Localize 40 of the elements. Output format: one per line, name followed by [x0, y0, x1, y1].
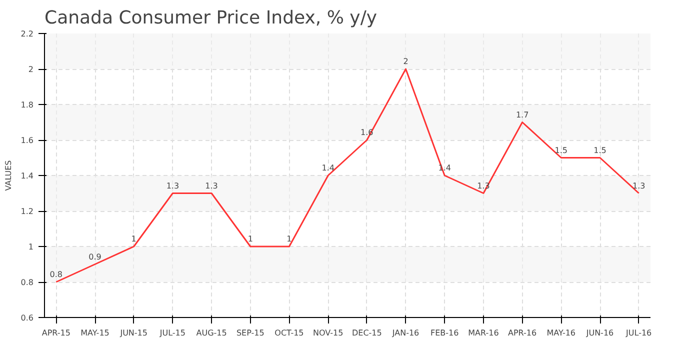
y-tick-label: 0.6: [20, 314, 34, 322]
x-tick-label: FEB-16: [430, 328, 459, 338]
data-label: 1.3: [166, 181, 180, 190]
data-label: 1.7: [516, 110, 529, 120]
x-tick-label: MAY-16: [546, 328, 576, 338]
y-tick-label: 0.8: [20, 278, 34, 287]
y-tick-label: 1.6: [20, 136, 34, 145]
data-label: 1: [248, 234, 253, 244]
x-tick-label: MAY-15: [80, 328, 110, 338]
data-label: 1.4: [322, 164, 334, 172]
y-tick-label: 2: [28, 65, 34, 74]
data-label: 1: [131, 234, 136, 244]
y-tick-label: 1.8: [20, 100, 34, 110]
y-tick-label: 1: [28, 242, 34, 252]
x-tick-label: DEC-15: [352, 328, 382, 338]
y-tick-label: 2.2: [20, 30, 34, 38]
data-label: 0.9: [88, 252, 102, 262]
y-tick-label: 1.4: [20, 172, 34, 180]
x-tick-label: JUL-15: [158, 328, 186, 338]
x-tick-label: JUL-16: [625, 328, 652, 338]
x-tick-label: NOV-15: [312, 328, 344, 338]
data-label: 1: [286, 234, 292, 244]
y-axis-title: VALUES: [4, 160, 13, 191]
data-label: 2: [403, 57, 408, 66]
data-label: 1.5: [554, 146, 568, 155]
x-tick-label: MAR-16: [468, 328, 499, 338]
x-tick-label: OCT-15: [274, 328, 304, 338]
data-label: 1.3: [205, 181, 218, 190]
y-tick-label: 1.2: [20, 207, 34, 216]
x-tick-label: JAN-16: [391, 328, 420, 338]
x-tick-label: JUN-15: [119, 328, 148, 338]
data-label: 1.3: [632, 181, 646, 190]
x-tick-label: APR-15: [42, 328, 70, 338]
x-tick-label: SEP-15: [236, 328, 264, 338]
data-label: 1.5: [594, 146, 606, 155]
chart-title: Canada Consumer Price Index, % y/y: [44, 8, 378, 28]
x-tick-label: APR-16: [508, 328, 537, 338]
x-tick-label: AUG-15: [196, 328, 227, 338]
data-label: 0.8: [50, 270, 63, 279]
x-tick-label: JUN-16: [585, 328, 614, 338]
